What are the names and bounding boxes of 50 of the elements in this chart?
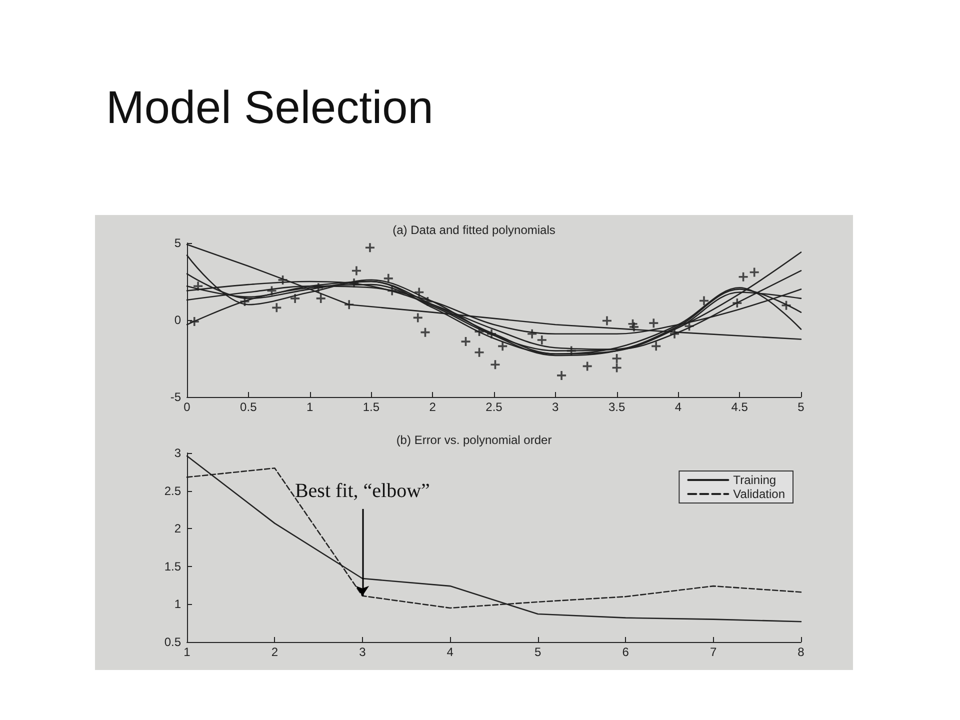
x-tick-label: 2 — [429, 400, 436, 414]
y-tick-label: 1 — [174, 597, 182, 612]
y-tick-label: 5 — [174, 236, 182, 250]
point — [537, 336, 546, 345]
x-tick-label: 0.5 — [240, 400, 258, 414]
point — [670, 329, 680, 338]
x-tick-label: 1 — [184, 645, 191, 659]
x-tick-label: 7 — [710, 645, 717, 659]
x-tick-label: 3.5 — [608, 400, 626, 414]
y-tick-label: 2.5 — [164, 484, 182, 498]
chart-title: (a) Data and fitted polynomials — [392, 223, 556, 237]
point — [290, 294, 300, 303]
x-tick-label: 5 — [798, 400, 805, 414]
y-tick-label: 0 — [174, 313, 182, 327]
text: Model Selection — [106, 80, 434, 134]
point — [649, 318, 658, 328]
point — [528, 329, 537, 338]
annotation: Best fit, “elbow” — [294, 480, 430, 502]
x-tick-label: 3 — [359, 645, 366, 659]
point — [194, 282, 203, 291]
point — [365, 243, 374, 252]
point — [629, 322, 638, 332]
point — [316, 294, 326, 303]
x-tick-label: 2.5 — [486, 400, 503, 414]
point — [190, 317, 199, 326]
legend-label: Validation — [733, 487, 786, 501]
x-tick-label: 6 — [622, 645, 630, 659]
point — [732, 298, 742, 308]
x-tick-label: 1.5 — [362, 400, 380, 414]
point — [384, 274, 393, 283]
x-tick-label: 0 — [184, 400, 191, 414]
y-tick-label: 0.5 — [164, 635, 182, 649]
point — [487, 329, 496, 338]
x-tick-label: 4 — [674, 400, 682, 414]
point — [350, 278, 359, 288]
y-tick-label: -5 — [170, 390, 182, 404]
chart-title: (b) Error vs. polynomial order — [396, 433, 552, 447]
point — [557, 370, 566, 380]
x-tick-label: 4.5 — [731, 400, 748, 414]
x-tick-label: 1 — [306, 400, 314, 414]
x-tick-label: 5 — [534, 645, 542, 659]
point — [344, 300, 354, 310]
y-tick-label: 1.5 — [164, 559, 182, 574]
y-tick-label: 2 — [174, 522, 182, 536]
x-tick-label: 3 — [552, 400, 560, 414]
legend-label: Training — [733, 473, 776, 487]
y-tick-label: 3 — [174, 446, 182, 460]
x-tick-label: 4 — [446, 645, 454, 659]
x-tick-label: 8 — [798, 645, 805, 659]
x-tick-label: 2 — [271, 645, 278, 659]
